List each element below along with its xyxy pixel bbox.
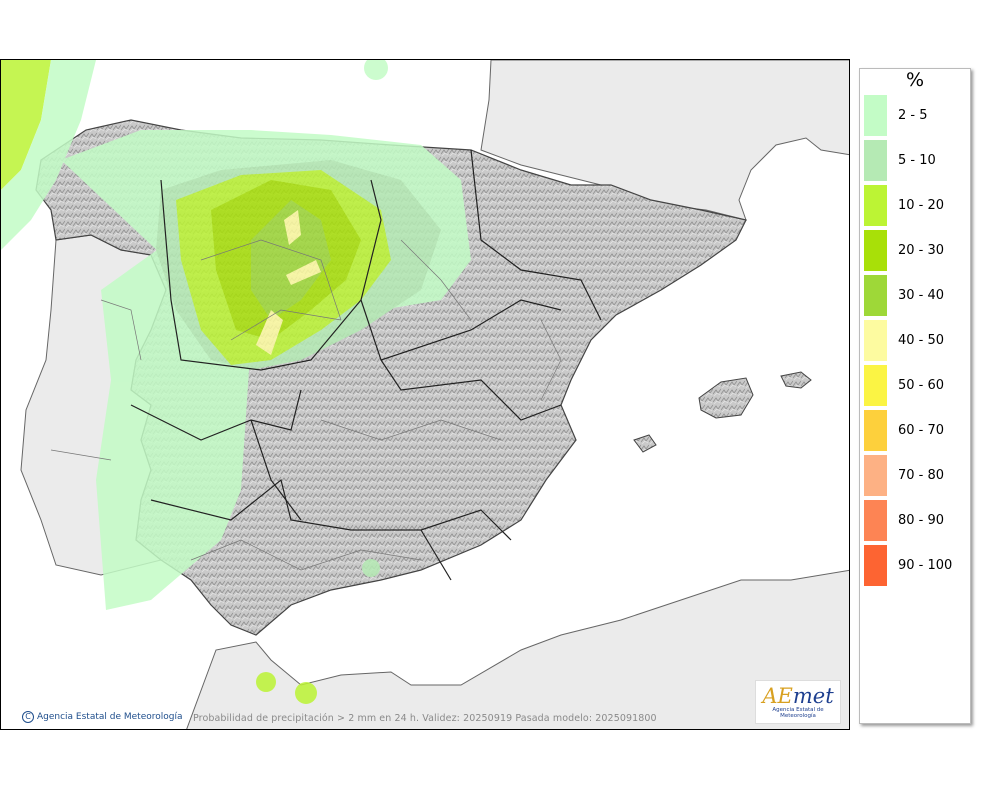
menorca [780, 371, 812, 389]
logo-letter-a: A [762, 684, 778, 708]
legend-label: 5 - 10 [898, 153, 936, 168]
legend-label: 40 - 50 [898, 333, 945, 348]
legend-label: 70 - 80 [898, 468, 945, 483]
legend-label: 20 - 30 [898, 243, 945, 258]
legend-item: 10 - 20 [864, 185, 944, 226]
legend-item: 80 - 90 [864, 500, 944, 541]
logo-letter-e: E [777, 684, 793, 708]
legend-unit: % [905, 69, 925, 91]
legend-swatch [864, 455, 887, 496]
legend-swatch [864, 95, 887, 136]
legend-item: 20 - 30 [864, 230, 944, 271]
legend-swatch [864, 185, 887, 226]
legend-label: 2 - 5 [898, 108, 928, 123]
legend-label: 60 - 70 [898, 423, 945, 438]
logo-subtitle: Agencia Estatal de Meteorología [772, 707, 824, 719]
legend-swatch [864, 545, 887, 586]
africa-land [186, 569, 849, 729]
legend-label: 90 - 100 [898, 558, 953, 573]
legend-item: 30 - 40 [864, 275, 944, 316]
legend-swatch [864, 500, 887, 541]
logo-text-rest: met [792, 684, 834, 708]
area-strait-a [256, 672, 276, 692]
map-caption: Probabilidad de precipitación > 2 mm en … [193, 713, 657, 724]
legend-item: 90 - 100 [864, 545, 952, 586]
area-40-50-c [256, 310, 283, 355]
area-30-40 [251, 200, 331, 320]
area-40-50-b [286, 260, 321, 285]
province-boundaries [50, 239, 562, 571]
area-granada [362, 559, 380, 577]
legend-label: 10 - 20 [898, 198, 945, 213]
copyright-icon: C [22, 711, 34, 723]
agency-credit-text: Agencia Estatal de Meteorología [37, 712, 183, 722]
area-pyrenees-top [364, 60, 388, 80]
area-2-5-galicia [1, 60, 51, 190]
area-40-50-a [284, 210, 301, 245]
area-5-10-galicia [1, 60, 96, 250]
ibiza [633, 434, 657, 453]
legend-item: 5 - 10 [864, 140, 936, 181]
legend-swatch [864, 410, 887, 451]
legend-swatch [864, 320, 887, 361]
aemet-logo-mark: AEmet [756, 683, 840, 709]
legend-item: 70 - 80 [864, 455, 944, 496]
legend-swatch [864, 275, 887, 316]
region-boundaries [130, 149, 602, 581]
agency-credit: C Agencia Estatal de Meteorología [22, 711, 183, 723]
legend-item: 50 - 60 [864, 365, 944, 406]
legend-item: 40 - 50 [864, 320, 944, 361]
legend-item: 60 - 70 [864, 410, 944, 451]
precipitation-probability-map [0, 59, 850, 730]
legend-label: 50 - 60 [898, 378, 945, 393]
legend-panel: % 2 - 5 5 - 10 10 - 20 20 - 30 30 - 40 40 - 5… [859, 68, 971, 724]
legend-swatch [864, 365, 887, 406]
legend-swatch [864, 230, 887, 271]
legend-label: 80 - 90 [898, 513, 945, 528]
mallorca [698, 377, 754, 419]
legend-label: 30 - 40 [898, 288, 945, 303]
precipitation-shading [1, 60, 471, 704]
aemet-logo: AEmet Agencia Estatal de Meteorología [755, 680, 841, 724]
area-strait-b [295, 682, 317, 704]
legend-swatch [864, 140, 887, 181]
map-canvas [1, 60, 849, 729]
legend-item: 2 - 5 [864, 95, 928, 136]
